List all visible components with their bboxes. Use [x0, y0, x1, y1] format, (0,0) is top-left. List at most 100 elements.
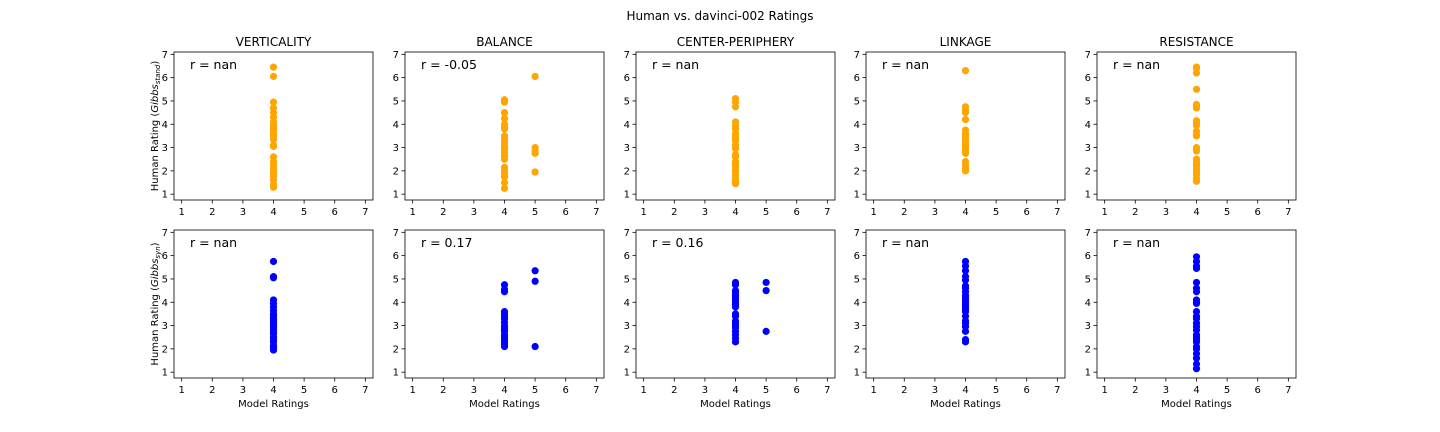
r-annotation: r = nan — [190, 235, 237, 250]
x-tick-label: 3 — [932, 207, 938, 218]
data-point — [500, 124, 509, 132]
y-tick-label: 6 — [162, 73, 168, 84]
r-annotation: r = -0.05 — [421, 57, 477, 72]
data-point — [269, 72, 278, 81]
x-tick-label: 4 — [501, 207, 507, 218]
ylabel-subscript: syn — [154, 246, 162, 258]
panel-title: LINKAGE — [940, 35, 992, 49]
r-annotation: r = 0.17 — [421, 235, 472, 250]
y-tick-label: 4 — [1085, 298, 1091, 309]
y-tick-label: 6 — [1085, 251, 1091, 262]
y-tick-label: 3 — [854, 143, 860, 154]
scatter-panel-row1-col3-row1: 1 2 3 4 5 6 7 1 2 3 4 5 6 7 Model Ratings r = nan — [854, 228, 1066, 410]
scatter-panel-row1-col0-row1: 1 2 3 4 5 6 7 1 2 3 4 5 6 7 Model Ratings r = nan — [162, 228, 374, 410]
data-point — [731, 338, 740, 346]
data-point — [269, 135, 278, 144]
y-tick-label: 2 — [162, 344, 168, 355]
x-tick-label: 7 — [1054, 385, 1060, 396]
x-tick-label: 6 — [563, 207, 569, 218]
x-tick-label: 3 — [1163, 207, 1169, 218]
x-axis-label: Model Ratings — [469, 399, 540, 410]
x-tick-label: 2 — [901, 385, 907, 396]
data-point — [531, 149, 539, 157]
data-point — [961, 338, 970, 346]
ylabel-italic: Gibbs — [150, 84, 161, 112]
y-tick-label: 1 — [854, 190, 860, 201]
x-tick-label: 1 — [640, 207, 646, 218]
y-tick-label: 7 — [624, 228, 630, 239]
x-tick-label: 1 — [178, 385, 184, 396]
y-tick-label: 2 — [393, 344, 399, 355]
y-tick-label: 5 — [624, 274, 630, 285]
y-tick-label: 7 — [1085, 228, 1091, 239]
y-tick-label: 4 — [162, 120, 168, 131]
y-tick-label: 2 — [624, 166, 630, 177]
y-tick-label: 1 — [624, 190, 630, 201]
y-tick-label: 6 — [393, 251, 399, 262]
x-tick-label: 4 — [270, 207, 276, 218]
data-point — [1192, 354, 1201, 362]
x-tick-label: 3 — [471, 385, 477, 396]
x-tick-label: 4 — [732, 207, 738, 218]
x-tick-label: 5 — [532, 385, 538, 396]
data-point — [961, 267, 970, 275]
y-tick-label: 5 — [624, 96, 630, 107]
y-tick-label: 1 — [162, 190, 168, 201]
y-tick-label: 3 — [162, 321, 168, 332]
data-point — [269, 183, 278, 191]
x-tick-label: 3 — [1163, 385, 1169, 396]
y-tick-label: 4 — [854, 120, 860, 131]
y-tick-label: 4 — [162, 298, 168, 309]
ylabel-main: Human Rating ( — [150, 287, 161, 366]
data-point — [961, 115, 970, 124]
x-tick-label: 3 — [702, 207, 708, 218]
x-tick-label: 1 — [1101, 207, 1107, 218]
y-tick-label: 1 — [624, 368, 630, 379]
y-tick-label: 4 — [393, 120, 399, 131]
x-tick-label: 2 — [1132, 385, 1138, 396]
y-tick-label: 5 — [393, 96, 399, 107]
data-point — [500, 155, 509, 163]
data-point — [531, 72, 539, 81]
data-point — [269, 63, 278, 71]
y-tick-label: 5 — [854, 96, 860, 107]
y-tick-label: 7 — [393, 50, 399, 61]
x-axis-label: Model Ratings — [238, 399, 309, 410]
scatter-panel-center-periphery-row0: CENTER-PERIPHERY 1 2 3 4 5 6 7 1 2 3 4 5 6 7 r = nan — [624, 35, 836, 218]
data-point — [731, 134, 740, 142]
y-tick-label: 3 — [393, 143, 399, 154]
r-annotation: r = 0.16 — [652, 235, 703, 250]
x-tick-label: 3 — [702, 385, 708, 396]
data-point — [500, 288, 509, 296]
y-tick-label: 7 — [854, 50, 860, 61]
x-tick-label: 1 — [870, 385, 876, 396]
y-tick-label: 5 — [1085, 274, 1091, 285]
y-tick-label: 4 — [854, 298, 860, 309]
x-tick-label: 2 — [209, 207, 215, 218]
data-point — [731, 145, 740, 153]
y-tick-label: 1 — [1085, 368, 1091, 379]
r-annotation: r = nan — [882, 57, 929, 72]
x-tick-label: 6 — [332, 207, 338, 218]
data-point — [961, 67, 970, 75]
y-tick-label: 1 — [162, 368, 168, 379]
r-annotation: r = nan — [652, 57, 699, 72]
x-tick-label: 2 — [901, 207, 907, 218]
data-point — [1192, 85, 1201, 93]
data-point — [269, 98, 278, 106]
data-point — [500, 342, 509, 351]
ylabel-close: ) — [150, 61, 161, 65]
ylabel-main: Human Rating ( — [150, 113, 161, 192]
x-tick-label: 6 — [563, 385, 569, 396]
x-tick-label: 7 — [824, 207, 830, 218]
x-tick-label: 6 — [1255, 385, 1261, 396]
x-tick-label: 6 — [794, 385, 800, 396]
x-tick-label: 1 — [1101, 385, 1107, 396]
y-tick-label: 7 — [393, 228, 399, 239]
x-tick-label: 3 — [240, 207, 246, 218]
data-point — [269, 274, 278, 282]
x-tick-label: 7 — [593, 385, 599, 396]
x-tick-label: 4 — [501, 385, 507, 396]
x-tick-label: 4 — [732, 385, 738, 396]
data-point — [1192, 278, 1201, 287]
